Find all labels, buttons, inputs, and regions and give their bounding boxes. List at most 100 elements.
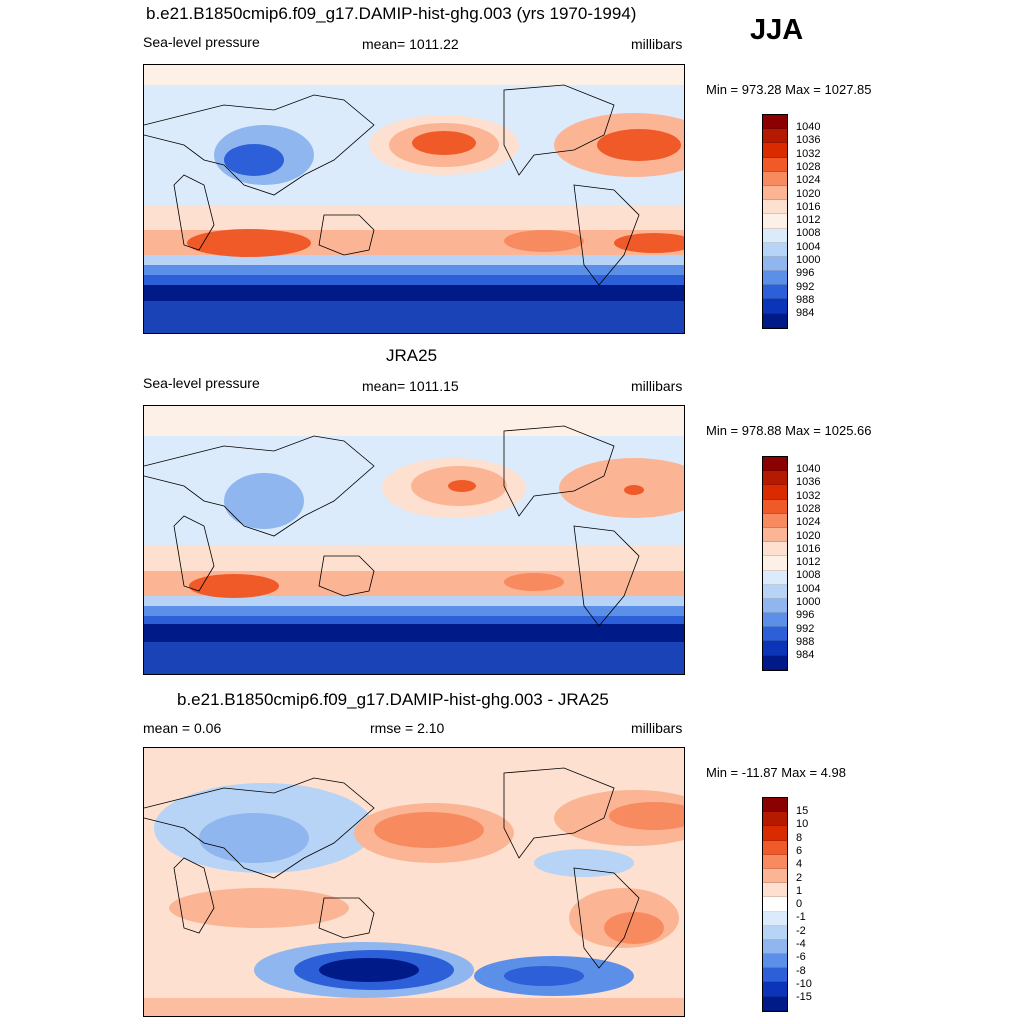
map-obs xyxy=(143,405,685,675)
colorbar-swatch xyxy=(763,925,787,940)
colorbar-swatch xyxy=(763,242,787,257)
colorbar xyxy=(762,456,788,671)
colorbar-swatch xyxy=(763,313,787,328)
colorbar-tick-label: 1024 xyxy=(796,516,821,529)
panel-left-label: mean = 0.06 xyxy=(143,720,222,736)
colorbar-tick-label: -15 xyxy=(796,991,812,1004)
season-label: JJA xyxy=(750,14,804,46)
colorbar-swatch xyxy=(763,996,787,1011)
colorbar-swatch xyxy=(763,655,787,670)
colorbar-swatch xyxy=(763,271,787,286)
colorbar-swatch xyxy=(763,584,787,599)
colorbar-swatch xyxy=(763,129,787,144)
minmax-label: Min = 973.28 Max = 1027.85 xyxy=(706,82,872,97)
colorbar-swatch xyxy=(763,798,787,813)
colorbar-tick-label: 1036 xyxy=(796,134,821,147)
colorbar-tick-label: 15 xyxy=(796,805,809,817)
colorbar-tick-label: 1020 xyxy=(796,187,821,200)
colorbar-swatch xyxy=(763,485,787,500)
colorbar-tick-label: 996 xyxy=(796,609,815,622)
colorbar-tick-label: -1 xyxy=(796,911,806,924)
panel-title: b.e21.B1850cmip6.f09_g17.DAMIP-hist-ghg.… xyxy=(177,690,609,709)
colorbar-tick-label: 1 xyxy=(796,884,803,897)
colorbar-tick-label: 1012 xyxy=(796,214,821,227)
panel-title: b.e21.B1850cmip6.f09_g17.DAMIP-hist-ghg.… xyxy=(146,4,637,23)
colorbar-swatch xyxy=(763,157,787,172)
colorbar-swatch xyxy=(763,299,787,314)
colorbar-tick-label: 1012 xyxy=(796,556,821,569)
colorbar-tick-label: 1000 xyxy=(796,596,821,608)
colorbar xyxy=(762,797,788,1012)
minmax-label: Min = 978.88 Max = 1025.66 xyxy=(706,423,872,438)
colorbar-tick-label: 1028 xyxy=(796,502,821,515)
colorbar-tick-label: 1008 xyxy=(796,227,821,240)
colorbar-tick-label: 10 xyxy=(796,818,809,831)
colorbar-swatch xyxy=(763,868,787,884)
colorbar-swatch xyxy=(763,556,787,571)
colorbar-tick-label: -8 xyxy=(796,964,806,977)
colorbar-swatch xyxy=(763,897,787,912)
panel-right-label: millibars xyxy=(631,378,683,394)
colorbar-tick-label: 1036 xyxy=(796,476,821,489)
colorbar-swatch xyxy=(763,598,787,614)
panel-center-label: rmse = 2.10 xyxy=(370,720,445,736)
colorbar-swatch xyxy=(763,840,787,855)
colorbar-tick-label: 984 xyxy=(796,649,815,662)
colorbar-tick-label: 1024 xyxy=(796,174,821,187)
colorbar-tick-label: 992 xyxy=(796,622,815,635)
panel-title: JRA25 xyxy=(386,346,438,365)
colorbar-tick-label: 1008 xyxy=(796,569,821,582)
colorbar-swatch xyxy=(763,228,787,243)
colorbar-swatch xyxy=(763,185,787,201)
colorbar-tick-label: 1004 xyxy=(796,582,821,595)
colorbar-tick-label: 1032 xyxy=(796,147,821,160)
colorbar-tick-label: -10 xyxy=(796,977,812,990)
colorbar-swatch xyxy=(763,513,787,528)
colorbar-swatch xyxy=(763,471,787,486)
colorbar-swatch xyxy=(763,143,787,158)
colorbar-swatch xyxy=(763,171,787,186)
colorbar-tick-label: 996 xyxy=(796,267,815,280)
colorbar-swatch xyxy=(763,256,787,272)
colorbar-swatch xyxy=(763,982,787,997)
panel-center-label: mean= 1011.15 xyxy=(362,378,459,394)
colorbar-tick-label: 1000 xyxy=(796,254,821,266)
colorbar-tick-label: 1028 xyxy=(796,160,821,173)
colorbar-tick-label: 1040 xyxy=(796,121,821,133)
colorbar-swatch xyxy=(763,115,787,130)
colorbar-swatch xyxy=(763,627,787,642)
panel-right-label: millibars xyxy=(631,720,683,736)
colorbar-tick-label: 4 xyxy=(796,858,803,871)
colorbar-tick-label: 6 xyxy=(796,844,803,857)
colorbar-tick-label: -2 xyxy=(796,924,806,937)
colorbar-tick-label: 1040 xyxy=(796,463,821,475)
colorbar-swatch xyxy=(763,911,787,926)
minmax-label: Min = -11.87 Max = 4.98 xyxy=(706,765,846,780)
colorbar-swatch xyxy=(763,542,787,557)
colorbar-swatch xyxy=(763,954,787,969)
colorbar-swatch xyxy=(763,883,787,898)
colorbar-swatch xyxy=(763,527,787,543)
panel-center-label: mean= 1011.22 xyxy=(362,36,459,52)
map-model xyxy=(143,64,685,334)
colorbar-tick-label: 984 xyxy=(796,307,815,320)
colorbar-swatch xyxy=(763,499,787,514)
colorbar-tick-label: 988 xyxy=(796,635,815,648)
colorbar-tick-label: -6 xyxy=(796,951,806,964)
map-diff xyxy=(143,747,685,1017)
colorbar-swatch xyxy=(763,968,787,983)
panel-left-label: Sea-level pressure xyxy=(143,34,260,50)
colorbar-swatch xyxy=(763,939,787,955)
colorbar-swatch xyxy=(763,200,787,215)
colorbar-swatch xyxy=(763,826,787,841)
colorbar-tick-label: 1032 xyxy=(796,489,821,502)
colorbar-swatch xyxy=(763,214,787,229)
colorbar-tick-label: 1020 xyxy=(796,529,821,542)
panel-right-label: millibars xyxy=(631,36,683,52)
colorbar-swatch xyxy=(763,854,787,869)
colorbar-swatch xyxy=(763,613,787,628)
panel-left-label: Sea-level pressure xyxy=(143,375,260,391)
colorbar-tick-label: -4 xyxy=(796,938,806,950)
colorbar-swatch xyxy=(763,570,787,585)
colorbar-swatch xyxy=(763,457,787,472)
